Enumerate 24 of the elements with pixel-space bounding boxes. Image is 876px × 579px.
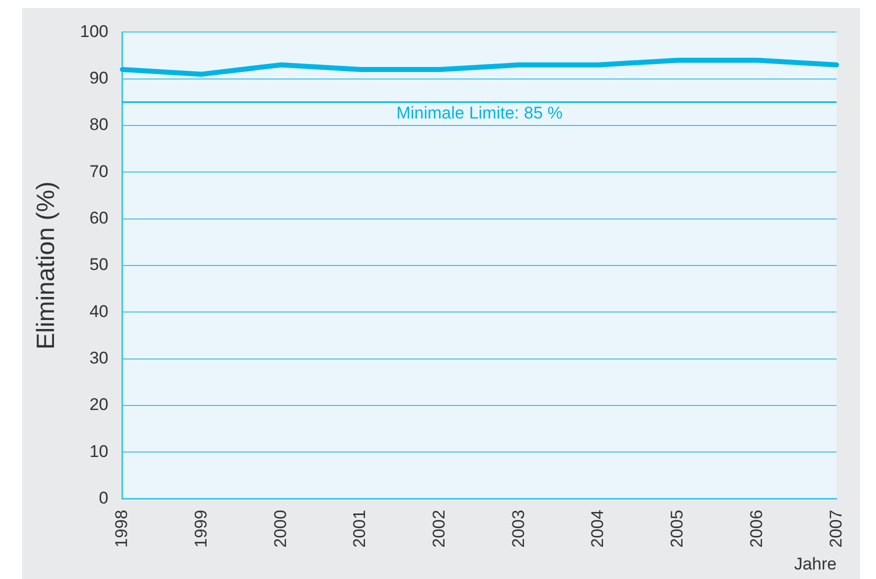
y-tick-label: 40	[89, 302, 108, 321]
x-axis-title: Jahre	[794, 554, 837, 574]
y-tick-label: 70	[89, 162, 108, 181]
y-tick-label: 100	[80, 22, 108, 41]
y-axis-title: Elimination (%)	[32, 181, 60, 350]
x-tick-label: 2007	[826, 510, 846, 548]
x-tick-label: 2000	[270, 510, 290, 548]
y-tick-label: 30	[89, 348, 108, 368]
y-tick-label: 20	[89, 395, 108, 414]
x-tick-label: 2004	[588, 510, 608, 548]
x-tick-label: 2003	[508, 510, 528, 548]
x-tick-label: 1998	[112, 510, 132, 548]
x-tick-label: 2001	[350, 510, 370, 548]
y-tick-label: 50	[89, 255, 108, 274]
y-tick-label: 60	[89, 208, 108, 228]
y-tick-label: 90	[89, 68, 108, 88]
ref-line-label: Minimale Limite: 85 %	[396, 103, 563, 122]
y-tick-label: 80	[89, 115, 108, 134]
x-tick-label: 2005	[668, 510, 687, 548]
x-tick-label: 2006	[746, 510, 766, 548]
y-tick-label: 0	[98, 488, 108, 508]
y-tick-label: 10	[89, 442, 108, 461]
x-tick-label: 2002	[429, 510, 448, 548]
x-tick-label: 1999	[191, 510, 210, 548]
